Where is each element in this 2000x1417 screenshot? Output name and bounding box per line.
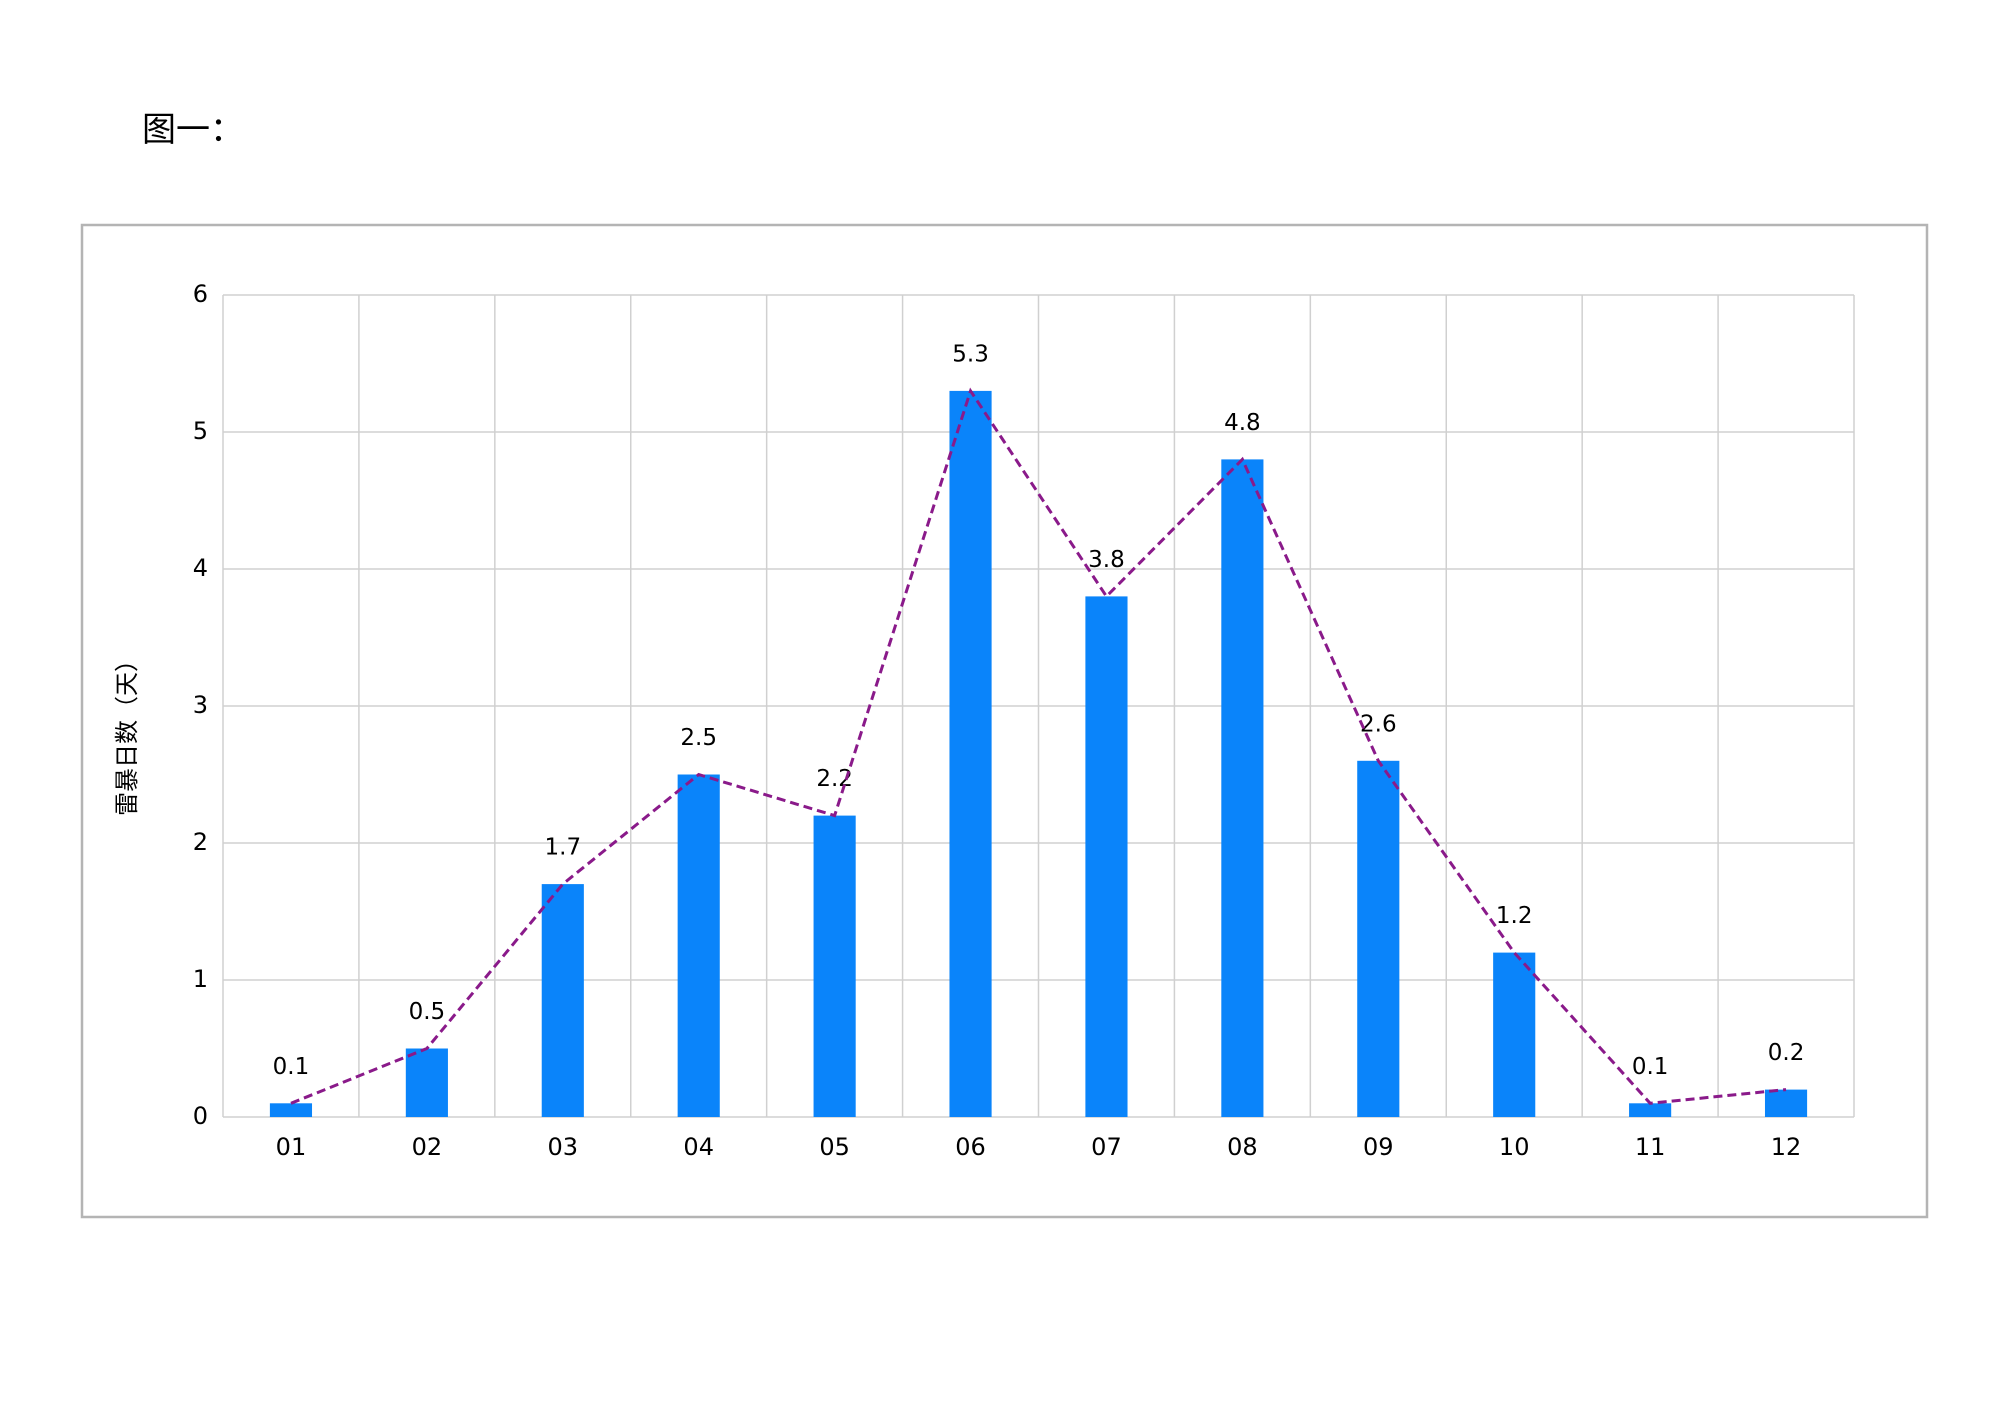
y-tick-label: 2 (193, 828, 208, 856)
data-label: 2.6 (1360, 711, 1397, 737)
y-tick-label: 6 (193, 280, 208, 308)
x-tick-label: 04 (683, 1133, 714, 1161)
bar (541, 884, 584, 1117)
data-label: 4.8 (1224, 410, 1261, 436)
bar (1493, 952, 1536, 1117)
bar (269, 1103, 313, 1117)
data-label: 3.8 (1088, 547, 1125, 573)
x-tick-label: 06 (955, 1133, 986, 1161)
x-tick-label: 01 (276, 1133, 307, 1161)
x-tick-label: 07 (1091, 1133, 1122, 1161)
data-label: 0.1 (273, 1054, 310, 1080)
data-label: 0.5 (409, 999, 446, 1025)
bar (813, 815, 856, 1117)
data-label: 5.3 (952, 341, 989, 367)
y-tick-label: 3 (193, 691, 208, 719)
data-label: 0.1 (1632, 1054, 1669, 1080)
x-tick-label: 02 (412, 1133, 443, 1161)
x-tick-label: 12 (1771, 1133, 1802, 1161)
data-label: 0.2 (1768, 1040, 1805, 1066)
bar (677, 774, 720, 1117)
y-tick-label: 1 (193, 965, 208, 993)
chart-title: 图一： (142, 110, 244, 150)
y-tick-label: 5 (193, 417, 208, 445)
x-tick-label: 08 (1227, 1133, 1258, 1161)
y-tick-label: 0 (193, 1102, 208, 1130)
x-tick-label: 05 (819, 1133, 850, 1161)
chart-frame (80, 223, 1929, 1219)
x-tick-label: 11 (1635, 1133, 1666, 1161)
trend-line (290, 387, 1787, 1105)
data-label: 1.2 (1496, 903, 1533, 929)
bar (1357, 760, 1400, 1117)
x-tick-label: 10 (1499, 1133, 1530, 1161)
data-label: 2.5 (680, 725, 717, 751)
data-label: 1.7 (545, 835, 582, 861)
x-tick-label: 09 (1363, 1133, 1394, 1161)
y-axis-label: 雷暴日数（天） (113, 648, 141, 816)
bar (1221, 459, 1264, 1117)
bar (405, 1048, 448, 1117)
bar (1629, 1103, 1672, 1117)
bar (949, 390, 992, 1117)
x-tick-label: 03 (548, 1133, 579, 1161)
y-tick-label: 4 (193, 554, 208, 582)
bar (1764, 1089, 1808, 1117)
bar (1085, 596, 1128, 1117)
